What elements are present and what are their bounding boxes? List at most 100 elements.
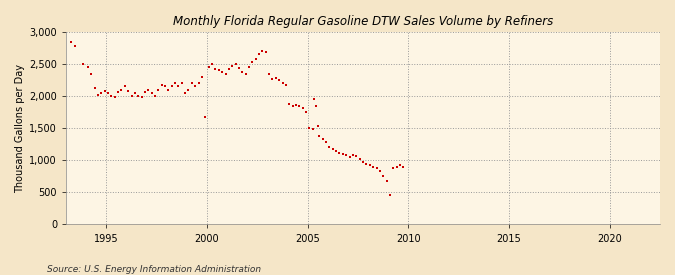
Point — [300, 109, 311, 114]
Point — [261, 50, 271, 55]
Point — [200, 114, 211, 119]
Point — [176, 81, 187, 86]
Point — [119, 84, 130, 89]
Point — [78, 62, 88, 66]
Point — [371, 166, 382, 170]
Point — [146, 91, 157, 95]
Point — [126, 94, 137, 98]
Point — [173, 84, 184, 89]
Point — [227, 64, 238, 68]
Point — [99, 89, 110, 93]
Point — [398, 164, 408, 169]
Point — [361, 161, 372, 166]
Point — [271, 76, 281, 80]
Point — [123, 89, 134, 93]
Point — [244, 65, 254, 70]
Point — [358, 160, 369, 164]
Point — [183, 87, 194, 92]
Point — [254, 52, 265, 57]
Point — [267, 77, 278, 81]
Point — [310, 104, 321, 108]
Point — [331, 148, 342, 153]
Point — [334, 150, 345, 155]
Point — [264, 72, 275, 76]
Point — [89, 86, 100, 91]
Point — [160, 84, 171, 89]
Point — [133, 94, 144, 98]
Point — [273, 78, 284, 82]
Point — [394, 163, 405, 168]
Point — [294, 104, 304, 109]
Point — [116, 87, 127, 92]
Point — [210, 66, 221, 71]
Point — [314, 134, 325, 138]
Point — [384, 193, 395, 197]
Point — [341, 153, 352, 157]
Point — [348, 153, 358, 157]
Point — [140, 90, 151, 95]
Point — [230, 62, 241, 66]
Point — [103, 91, 113, 95]
Point — [143, 87, 154, 92]
Point — [223, 66, 234, 71]
Point — [378, 174, 389, 178]
Point — [250, 57, 261, 61]
Point — [106, 94, 117, 98]
Title: Monthly Florida Regular Gasoline DTW Sales Volume by Refiners: Monthly Florida Regular Gasoline DTW Sal… — [173, 15, 553, 28]
Point — [150, 94, 161, 98]
Point — [240, 72, 251, 76]
Point — [207, 62, 217, 66]
Point — [368, 164, 379, 169]
Point — [163, 87, 173, 92]
Text: Source: U.S. Energy Information Administration: Source: U.S. Energy Information Administ… — [47, 265, 261, 274]
Point — [186, 81, 197, 86]
Point — [307, 127, 318, 132]
Point — [364, 163, 375, 168]
Point — [157, 82, 167, 87]
Point — [281, 82, 292, 87]
Point — [351, 154, 362, 159]
Point — [65, 39, 76, 44]
Point — [190, 84, 200, 89]
Point — [321, 140, 331, 145]
Point — [170, 81, 181, 86]
Point — [354, 157, 365, 161]
Point — [180, 91, 190, 95]
Point — [136, 95, 147, 99]
Point — [324, 145, 335, 150]
Point — [381, 179, 392, 183]
Point — [217, 70, 227, 74]
Y-axis label: Thousand Gallons per Day: Thousand Gallons per Day — [15, 64, 25, 193]
Point — [392, 164, 402, 169]
Point — [96, 91, 107, 95]
Point — [220, 72, 231, 76]
Point — [313, 124, 323, 128]
Point — [109, 95, 120, 99]
Point — [113, 90, 124, 95]
Point — [327, 147, 338, 151]
Point — [196, 75, 207, 79]
Point — [234, 66, 244, 70]
Point — [338, 152, 348, 156]
Point — [309, 97, 320, 101]
Point — [344, 155, 355, 159]
Point — [304, 126, 315, 130]
Point — [291, 103, 302, 107]
Point — [130, 91, 140, 95]
Point — [317, 137, 328, 141]
Point — [193, 81, 204, 86]
Point — [153, 87, 163, 92]
Point — [166, 84, 177, 89]
Point — [92, 93, 103, 97]
Point — [247, 60, 258, 64]
Point — [69, 44, 80, 48]
Point — [297, 106, 308, 111]
Point — [287, 104, 298, 108]
Point — [375, 169, 385, 174]
Point — [277, 81, 288, 86]
Point — [86, 72, 97, 76]
Point — [257, 49, 268, 53]
Point — [203, 65, 214, 70]
Point — [388, 166, 399, 170]
Point — [213, 68, 224, 73]
